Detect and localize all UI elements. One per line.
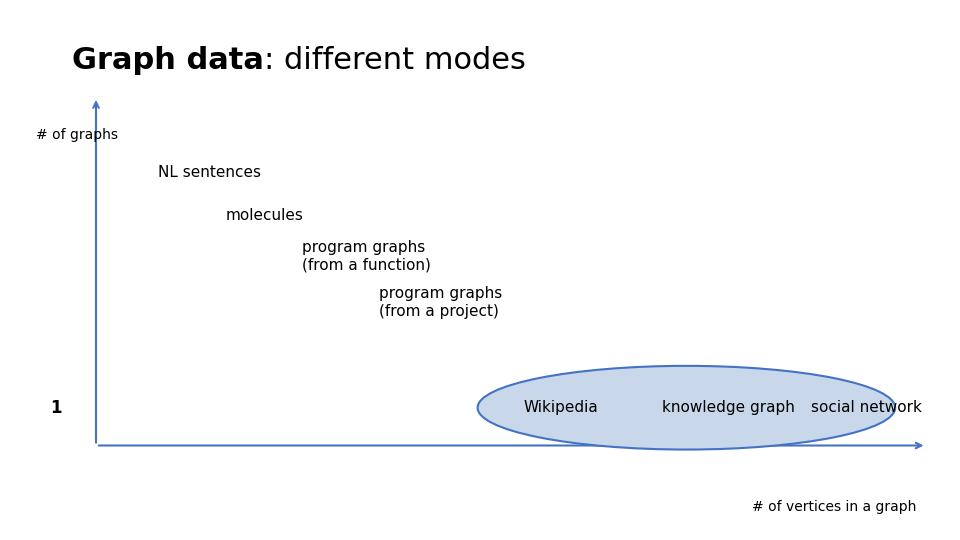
Text: # of graphs: # of graphs [36,128,118,142]
Text: 1: 1 [50,399,61,417]
Text: # of vertices in a graph: # of vertices in a graph [753,500,917,514]
Text: social network: social network [811,400,922,415]
Text: : different modes: : different modes [264,46,526,75]
Text: knowledge graph: knowledge graph [662,400,795,415]
Text: NL sentences: NL sentences [158,165,261,180]
Text: program graphs
(from a function): program graphs (from a function) [302,240,431,273]
Text: Graph data: Graph data [72,46,264,75]
Text: program graphs
(from a project): program graphs (from a project) [379,286,502,319]
Text: Wikipedia: Wikipedia [523,400,598,415]
Text: molecules: molecules [226,208,303,224]
